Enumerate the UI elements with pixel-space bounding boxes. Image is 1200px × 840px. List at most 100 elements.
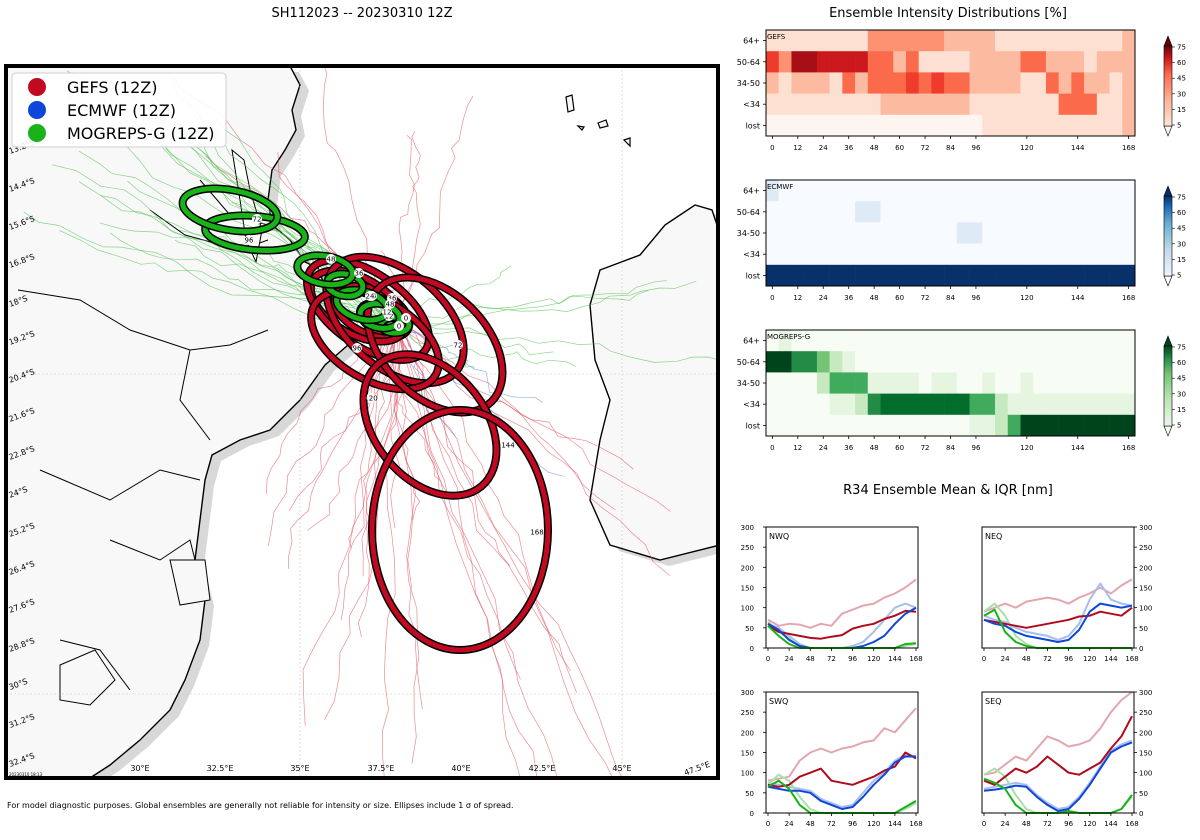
heatmap-cell xyxy=(1033,51,1047,73)
heatmap-cell xyxy=(1033,393,1047,416)
ellipse-label-bg xyxy=(365,291,375,301)
heatmap-cell xyxy=(842,30,856,52)
heatmap-cell xyxy=(829,330,843,352)
heatmap-cell xyxy=(893,351,907,373)
heatmap-x-label: 84 xyxy=(946,294,955,302)
heatmap-cell xyxy=(956,93,970,116)
intensity-heatmaps: GEFS 64+ 50-64 34-50 <34 lost 0 12 24 36 48 60 72 84 9… xyxy=(737,29,1186,452)
heatmap-cell xyxy=(905,393,919,416)
heatmap-cell xyxy=(995,243,1009,266)
heatmap-x-label: 144 xyxy=(1071,444,1085,452)
r34-x-label: 72 xyxy=(827,655,836,663)
heatmap-cell xyxy=(804,114,818,137)
heatmap-x-label: 168 xyxy=(1122,144,1135,152)
heatmap-cell xyxy=(791,372,805,394)
heatmap-cell xyxy=(829,114,843,137)
r34-y-label: 50 xyxy=(745,790,754,798)
heatmap-cell xyxy=(855,264,869,287)
heatmap-cell xyxy=(766,372,780,394)
heatmap-row-label: 34-50 xyxy=(737,229,760,238)
heatmap-row-label: 50-64 xyxy=(737,58,760,67)
heatmap-cell xyxy=(766,72,780,94)
heatmap-cell xyxy=(778,351,792,373)
mogreps-ellipse-label: 12 xyxy=(383,309,392,317)
r34-x-label: 144 xyxy=(1104,655,1118,663)
heatmap-cell xyxy=(905,201,919,223)
heatmap-cell xyxy=(1084,393,1098,416)
r34-y-label: 0 xyxy=(1139,645,1143,653)
heatmap-cell xyxy=(944,372,958,394)
heatmap-cell xyxy=(1122,222,1136,244)
ensemble-track xyxy=(381,319,404,778)
heatmap-x-label: 0 xyxy=(770,294,774,302)
mogreps-ellipse-label: 72 xyxy=(253,216,262,224)
heatmap-cell xyxy=(829,51,843,73)
heatmap-cell xyxy=(969,264,983,287)
heatmap-cell xyxy=(1109,351,1123,373)
heatmap-cell xyxy=(816,351,830,373)
heatmap-ecmwf: ECMWF 64+ 50-64 34-50 <34 lost 0 12 24 36 48 60 72 84… xyxy=(737,179,1186,302)
heatmap-cell xyxy=(1109,330,1123,352)
heatmap-cell xyxy=(1033,180,1047,202)
heatmap-cell xyxy=(1033,243,1047,266)
heatmap-cell xyxy=(893,222,907,244)
heatmap-cell xyxy=(829,201,843,223)
heatmap-cell xyxy=(778,30,792,52)
heatmap-cell xyxy=(944,72,958,94)
heatmap-cell xyxy=(905,30,919,52)
r34-y-label: 300 xyxy=(741,524,754,532)
colorbar-tick-label: 5 xyxy=(1177,122,1181,130)
heatmap-cell xyxy=(1122,414,1136,437)
heatmap-cell xyxy=(880,414,894,437)
heatmap-row-label: 64+ xyxy=(743,37,760,46)
heatmap-cell xyxy=(995,393,1009,416)
r34-y-label: 150 xyxy=(1139,750,1152,758)
heatmap-cell xyxy=(956,372,970,394)
heatmap-cell xyxy=(842,264,856,287)
heatmap-cell xyxy=(766,414,780,437)
heatmap-cell xyxy=(893,51,907,73)
ellipse-label-bg xyxy=(453,340,463,350)
heatmap-cell xyxy=(1045,372,1059,394)
heatmap-x-label: 96 xyxy=(971,294,980,302)
heatmap-cell xyxy=(1084,30,1098,52)
heatmap-cell xyxy=(1033,222,1047,244)
heatmap-cell xyxy=(1096,72,1110,94)
heatmap-cell xyxy=(855,30,869,52)
r34-y-label: 150 xyxy=(741,750,754,758)
heatmap-cell xyxy=(1020,93,1034,116)
r34-panel-nwq: NWQ 0 24 48 72 96 120 144 168 0 50 100 150 200 250 300 xyxy=(741,524,923,663)
r34-x-label: 120 xyxy=(867,820,880,828)
ensemble-track xyxy=(396,290,649,324)
heatmap-cell xyxy=(816,51,830,73)
heatmap-cell xyxy=(1058,114,1072,137)
heatmap-cell xyxy=(804,180,818,202)
heatmap-cell xyxy=(829,243,843,266)
legend-swatch-gefs xyxy=(28,78,46,96)
heatmap-cell xyxy=(1045,351,1059,373)
heatmap-cell xyxy=(1020,72,1034,94)
heatmap-cell xyxy=(842,180,856,202)
heatmap-cell xyxy=(905,414,919,437)
heatmap-cell xyxy=(855,180,869,202)
heatmap-cell xyxy=(778,330,792,352)
heatmap-cell xyxy=(855,51,869,73)
heatmap-cell xyxy=(855,414,869,437)
heatmap-cell xyxy=(1084,114,1098,137)
heatmap-cell xyxy=(766,330,780,352)
heatmap-x-label: 60 xyxy=(895,144,904,152)
heatmap-cell xyxy=(804,222,818,244)
r34-x-label: 120 xyxy=(1083,820,1096,828)
r34-y-label: 250 xyxy=(1139,544,1152,552)
heatmap-cell xyxy=(1084,201,1098,223)
heatmap-cell xyxy=(995,264,1009,287)
heatmap-cell xyxy=(842,51,856,73)
heatmap-cell xyxy=(931,51,945,73)
heatmap-cell xyxy=(1033,30,1047,52)
heatmap-cell xyxy=(944,30,958,52)
heatmap-cell xyxy=(880,72,894,94)
heatmap-cell xyxy=(1045,51,1059,73)
r34-x-label: 120 xyxy=(867,655,880,663)
heatmap-cell xyxy=(842,372,856,394)
heatmap-cell xyxy=(956,351,970,373)
